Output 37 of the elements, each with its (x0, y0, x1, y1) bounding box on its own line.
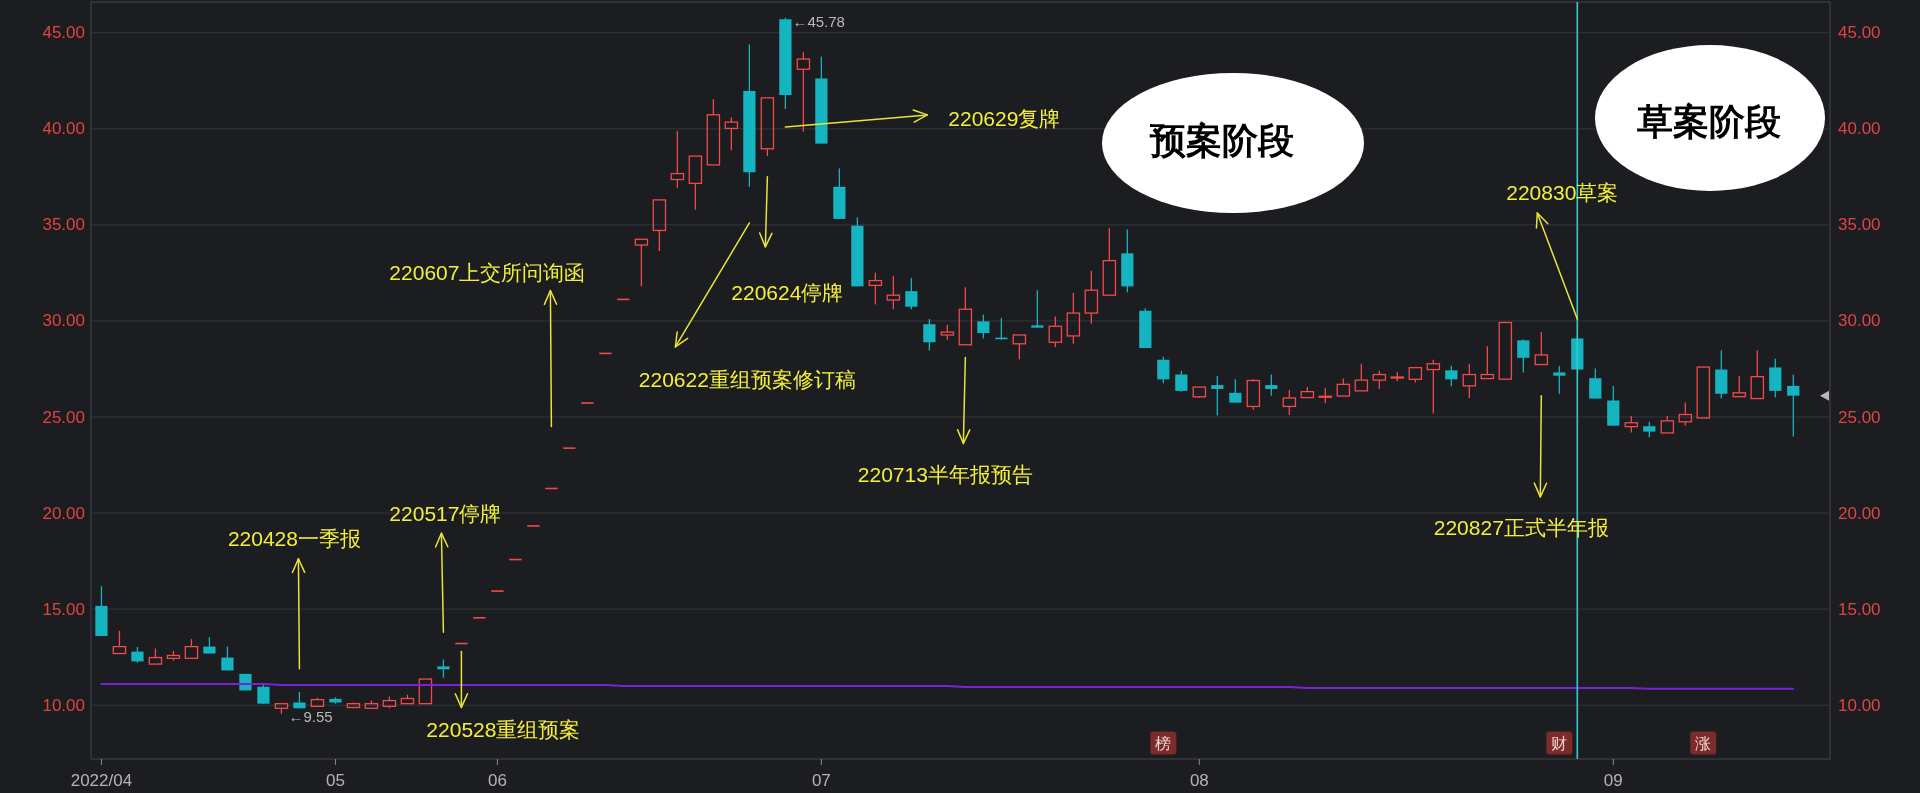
y-tick-label: 45.00 (42, 23, 85, 43)
y-tick-label: 10.00 (42, 695, 85, 715)
y2-tick-label: 20.00 (1838, 503, 1881, 523)
y2-tick-label: 15.00 (1838, 599, 1881, 619)
annotation: 220713半年报预告 (857, 462, 1033, 486)
y-tick-label: 30.00 (42, 311, 85, 331)
y2-tick-label: 25.00 (1838, 407, 1881, 427)
annotation: 财 (1551, 734, 1568, 752)
annotation: 220622重组预案修订稿 (638, 368, 856, 392)
annotation: 220624停牌 (731, 281, 844, 305)
x-tick-label: 05 (325, 770, 345, 790)
annotation: 220607上交所问询函 (389, 261, 586, 285)
x-tick-label: 06 (487, 770, 507, 790)
x-tick-label: 09 (1603, 770, 1623, 790)
y-tick-label: 25.00 (42, 407, 85, 427)
y-tick-label: 20.00 (42, 503, 85, 523)
x-tick-label: 08 (1189, 770, 1209, 790)
annotation: ←9.55 (288, 708, 333, 726)
y2-tick-label: 10.00 (1838, 695, 1881, 715)
annotation: 220629复牌 (948, 107, 1061, 131)
annotation: 220528重组预案 (426, 717, 581, 741)
y2-tick-label: 35.00 (1838, 215, 1881, 235)
annotation: ←45.78 (792, 13, 845, 31)
annotation: 草案阶段 (1637, 100, 1781, 142)
y-tick-label: 15.00 (42, 599, 85, 619)
annotation: 220428一季报 (227, 527, 361, 551)
y-tick-label: 40.00 (42, 119, 85, 139)
y2-tick-label: 45.00 (1838, 23, 1881, 43)
y2-tick-label: 30.00 (1838, 311, 1881, 331)
x-tick-label: 07 (811, 770, 831, 790)
annotation: 涨 (1695, 734, 1712, 752)
y2-tick-label: 40.00 (1838, 119, 1881, 139)
y-tick-label: 35.00 (42, 215, 85, 235)
x-tick-label: 2022/04 (70, 770, 133, 790)
annotation: 220517停牌 (389, 501, 502, 525)
annotation: 预案阶段 (1149, 119, 1294, 161)
annotation: 榜 (1155, 734, 1172, 752)
